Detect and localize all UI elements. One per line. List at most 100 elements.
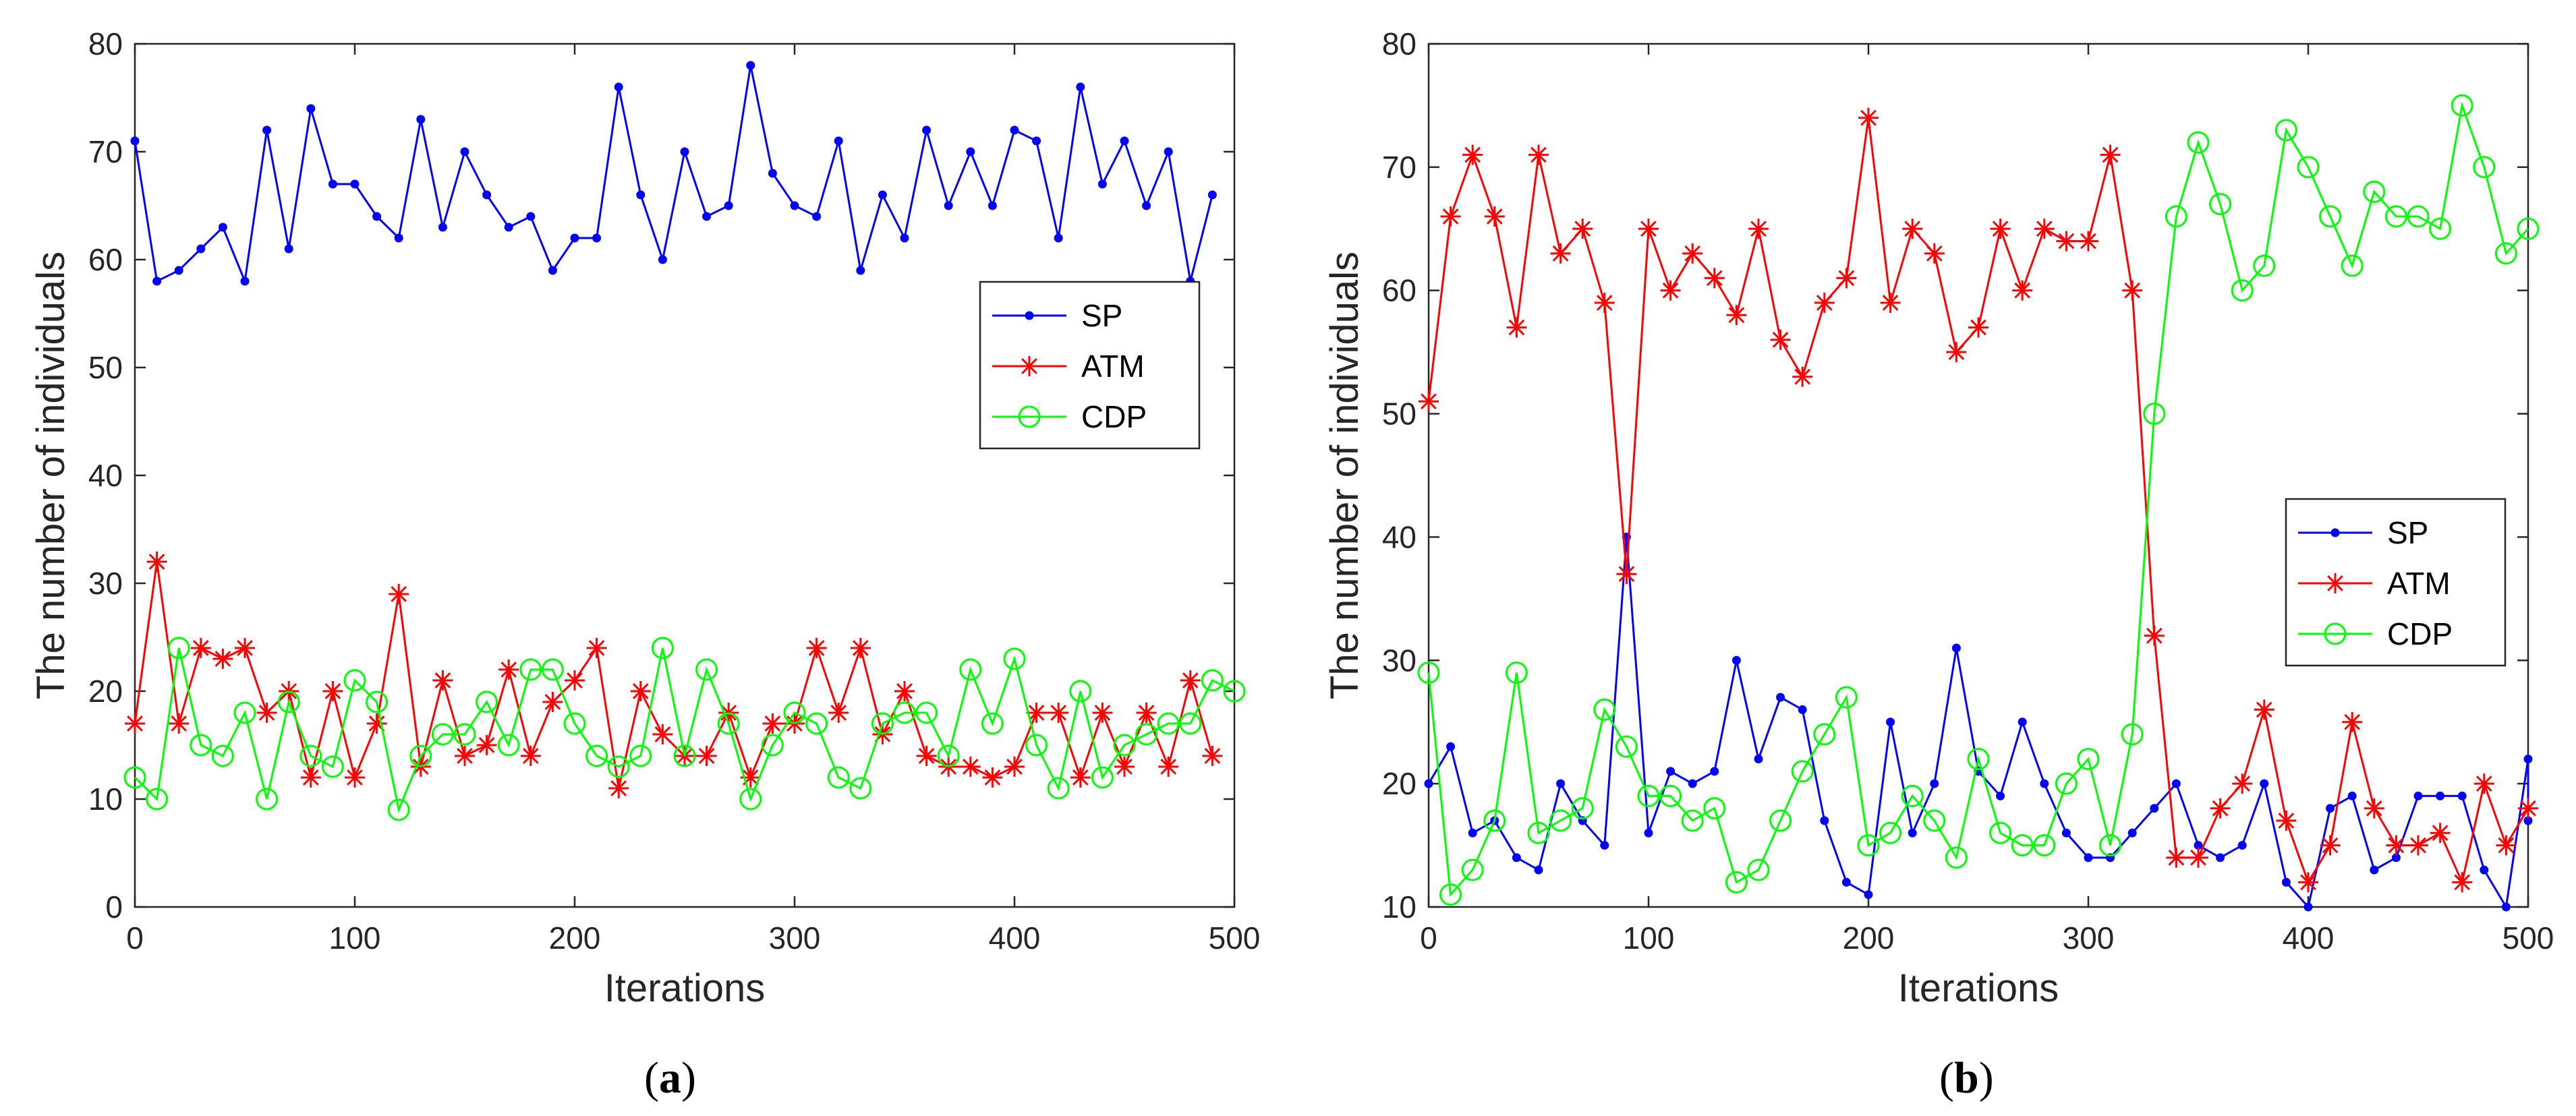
data-point <box>2523 755 2533 764</box>
data-point <box>878 190 887 200</box>
data-point <box>673 744 696 767</box>
data-point <box>2457 791 2467 800</box>
y-tick-label: 80 <box>1382 26 1416 61</box>
legend-label: CDP <box>2387 616 2453 651</box>
series-line-atm <box>134 561 1213 789</box>
data-point <box>1446 742 1456 751</box>
legend-entry-cdp: CDP <box>992 399 1147 434</box>
data-point <box>849 777 872 800</box>
panel-caption: (b) <box>1939 1053 1994 1103</box>
x-tick-label: 500 <box>2502 920 2554 956</box>
data-point <box>350 179 360 189</box>
data-point <box>1864 890 1873 900</box>
data-point <box>504 223 513 232</box>
data-point <box>2364 798 2384 819</box>
data-point <box>1688 779 1697 788</box>
data-point <box>592 233 602 243</box>
data-point <box>387 798 410 821</box>
data-point <box>2254 699 2274 720</box>
data-point <box>1946 342 1967 363</box>
data-point <box>2100 144 2121 165</box>
data-point <box>630 681 651 701</box>
series-line-cdp <box>134 647 1235 814</box>
data-point <box>651 637 674 659</box>
data-point <box>1776 693 1785 702</box>
data-point <box>409 744 432 767</box>
data-point <box>1923 809 1946 832</box>
data-point <box>2451 94 2473 117</box>
data-point <box>2099 834 2122 857</box>
data-point <box>416 115 426 124</box>
data-point <box>328 179 337 189</box>
data-point <box>526 212 536 221</box>
y-tick-label: 70 <box>1382 150 1416 185</box>
legend-label: ATM <box>2387 566 2451 601</box>
data-point <box>806 638 827 658</box>
data-point <box>169 713 190 734</box>
data-point <box>306 104 316 113</box>
data-point <box>570 233 579 243</box>
data-point <box>548 266 557 275</box>
data-point <box>1462 144 1483 165</box>
data-point <box>834 136 843 146</box>
data-point <box>2017 717 2027 727</box>
data-point <box>1989 821 2012 844</box>
data-point <box>1769 809 1792 832</box>
data-point <box>1550 243 1571 264</box>
data-point <box>1097 179 1107 189</box>
data-point <box>1025 311 1034 320</box>
data-point <box>1858 107 1879 128</box>
data-point <box>1879 821 1902 844</box>
data-point <box>2012 280 2033 301</box>
data-point <box>1637 784 1660 807</box>
data-point <box>1461 858 1484 881</box>
data-point <box>482 190 492 200</box>
data-point <box>2209 193 2232 216</box>
data-point <box>2494 242 2517 265</box>
data-point <box>2061 828 2071 838</box>
plot-area <box>1427 42 2529 908</box>
data-point <box>1549 809 1572 832</box>
data-point <box>1902 218 1923 239</box>
data-point <box>1157 712 1180 735</box>
data-point <box>345 767 365 788</box>
data-point <box>1048 703 1069 723</box>
data-point <box>190 638 211 658</box>
caption-paren-close: ) <box>1979 1053 1994 1103</box>
data-point <box>1886 717 1895 727</box>
data-point <box>2165 205 2187 228</box>
data-point <box>2436 791 2445 800</box>
data-point <box>394 233 403 243</box>
data-point <box>2056 231 2077 252</box>
y-tick-label: 30 <box>1382 643 1416 678</box>
data-point <box>1180 670 1201 691</box>
data-point <box>2127 828 2137 838</box>
data-point <box>455 746 475 766</box>
data-point <box>2084 853 2093 862</box>
data-point <box>2326 804 2335 813</box>
data-point <box>1527 821 1550 844</box>
data-point <box>1990 218 2011 239</box>
data-point <box>1223 680 1246 703</box>
data-point <box>915 701 938 724</box>
data-point <box>762 713 783 734</box>
data-point <box>1616 564 1637 585</box>
data-point <box>2253 254 2276 277</box>
data-point <box>1419 391 1439 412</box>
data-point <box>2011 834 2034 857</box>
data-point <box>856 266 865 275</box>
data-point <box>2034 218 2055 239</box>
data-point <box>680 147 689 156</box>
x-tick-label: 400 <box>2283 920 2335 956</box>
data-point <box>1901 784 1924 807</box>
data-point <box>233 701 256 724</box>
data-point <box>542 692 563 712</box>
data-point <box>125 713 145 734</box>
data-point <box>1930 779 1939 788</box>
data-point <box>1424 779 1433 788</box>
data-point <box>717 712 740 735</box>
y-tick-label: 20 <box>88 674 123 709</box>
data-point <box>1820 816 1829 825</box>
data-point <box>2517 217 2540 240</box>
data-point <box>438 223 447 232</box>
